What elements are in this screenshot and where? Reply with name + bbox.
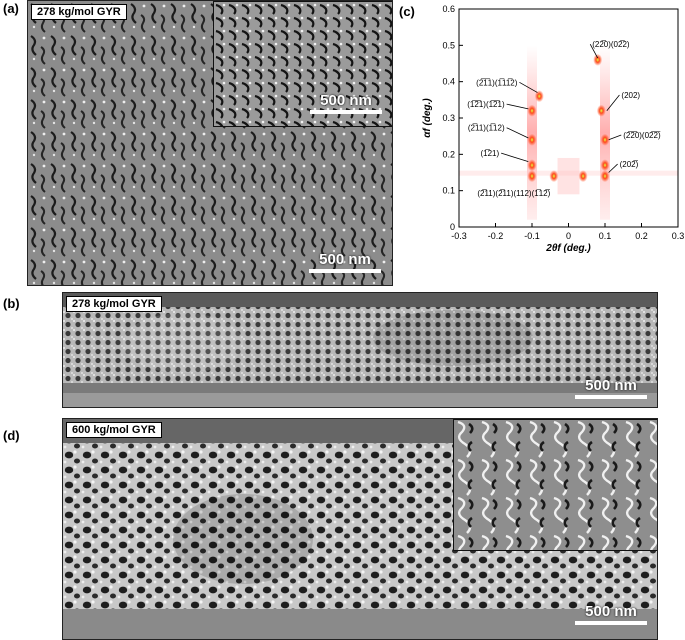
scalebar-inset-a: 500 nm xyxy=(310,92,382,114)
bragg-rod-1 xyxy=(600,45,610,220)
scalebar-inset-a-label: 500 nm xyxy=(320,92,372,109)
annotation-arrow-1 xyxy=(506,103,529,110)
sem-image-a: 500 nm 278 kg/mol GYR 500 nm xyxy=(27,0,393,286)
scalebar-d: 500 nm xyxy=(575,603,647,625)
y-tick-label-1: 0.1 xyxy=(442,186,455,196)
x-tick-label-4: 0.1 xyxy=(599,231,612,241)
annotation-arrow-6 xyxy=(606,94,620,111)
peak-3 xyxy=(527,104,537,117)
sem-inset-d xyxy=(453,419,657,551)
y-tick-label-3: 0.3 xyxy=(442,113,455,123)
peak-8 xyxy=(596,104,606,117)
sample-tag-b: 278 kg/mol GYR xyxy=(66,296,162,312)
scalebar-d-bar xyxy=(575,621,647,625)
yoneda-band xyxy=(459,170,678,176)
panel-label-c: (c) xyxy=(399,4,415,19)
bragg-rod-0 xyxy=(527,45,537,220)
scalebar-a: 500 nm xyxy=(309,251,381,273)
sem-image-d: 600 kg/mol GYR 500 nm xyxy=(62,418,658,640)
sample-tag-a: 278 kg/mol GYR xyxy=(31,4,127,20)
annotation-arrow-7 xyxy=(608,134,622,141)
gyroid-inset-texture-a xyxy=(214,2,392,126)
peak-11 xyxy=(578,170,588,183)
peak-5 xyxy=(600,170,610,183)
annotation-2: (2̅11)(1̅12) xyxy=(468,124,505,133)
peak-9 xyxy=(593,53,603,66)
x-tick-label-1: -0.2 xyxy=(488,231,504,241)
y-axis-label: αf (deg.) xyxy=(422,98,433,138)
peak-1 xyxy=(527,159,537,172)
annotation-4: (2̅11)(2̅11)(112)(1̅12̅) xyxy=(477,189,550,198)
x-tick-label-5: 0.2 xyxy=(635,231,648,241)
x-axis-label: 2θf (deg.) xyxy=(545,243,591,254)
sem-image-b: 278 kg/mol GYR 500 nm xyxy=(62,292,658,408)
y-tick-label-4: 0.4 xyxy=(442,77,455,87)
cross-section-texture-b xyxy=(63,293,657,407)
annotation-7: (2̅2̅0)(02̅2̅) xyxy=(623,131,661,140)
y-tick-label-0: 0 xyxy=(450,222,455,232)
gisaxs-chart: -0.3 -0.2 -0.1 0 0.1 0.2 0.3 0 0.1 0.2 0.3 0.4 0.5 0.… xyxy=(422,4,685,254)
peak-6 xyxy=(600,159,610,172)
annotation-arrow-8 xyxy=(608,163,618,173)
scalebar-inset-a-bar xyxy=(310,110,382,114)
sample-tag-d: 600 kg/mol GYR xyxy=(66,422,162,438)
y-tick-label-5: 0.5 xyxy=(442,40,455,50)
scalebar-d-label: 500 nm xyxy=(585,603,637,620)
annotation-arrow-3 xyxy=(501,152,529,162)
gyroid-inset-texture-d xyxy=(454,420,657,550)
x-tick-label-6: 0.3 xyxy=(672,231,685,241)
specular-region xyxy=(557,157,580,195)
panel-label-d: (d) xyxy=(3,428,20,443)
x-tick-label-2: -0.1 xyxy=(524,231,540,241)
scalebar-a-label: 500 nm xyxy=(319,251,371,268)
scalebar-b: 500 nm xyxy=(575,377,647,399)
annotation-5: (22̅0)(02̅2) xyxy=(592,40,630,49)
peak-2 xyxy=(527,133,537,146)
peak-10 xyxy=(549,170,559,183)
annotation-8: (202̅) xyxy=(620,160,639,169)
x-tick-label-0: -0.3 xyxy=(451,231,467,241)
peak-4 xyxy=(534,90,544,103)
annotation-arrow-0 xyxy=(519,81,538,93)
scalebar-a-bar xyxy=(309,269,381,273)
panel-label-a: (a) xyxy=(3,1,19,16)
annotation-6: (202) xyxy=(621,91,640,100)
y-tick-label-2: 0.2 xyxy=(442,149,455,159)
panel-label-b: (b) xyxy=(3,296,20,311)
annotation-0: (2̅1̅1)(1̅11̅2) xyxy=(476,78,518,87)
annotation-arrow-2 xyxy=(506,127,529,139)
y-tick-label-6: 0.6 xyxy=(442,4,455,14)
scalebar-b-label: 500 nm xyxy=(585,377,637,394)
annotation-arrow-5 xyxy=(589,43,599,59)
annotation-3: (1̅21) xyxy=(480,149,499,158)
annotation-1: (1̅2̅1)(1̅2̅1) xyxy=(467,100,505,109)
peak-7 xyxy=(600,133,610,146)
sem-inset-a: 500 nm xyxy=(213,1,392,127)
x-tick-label-3: 0 xyxy=(566,231,571,241)
scalebar-b-bar xyxy=(575,395,647,399)
peak-0 xyxy=(527,170,537,183)
